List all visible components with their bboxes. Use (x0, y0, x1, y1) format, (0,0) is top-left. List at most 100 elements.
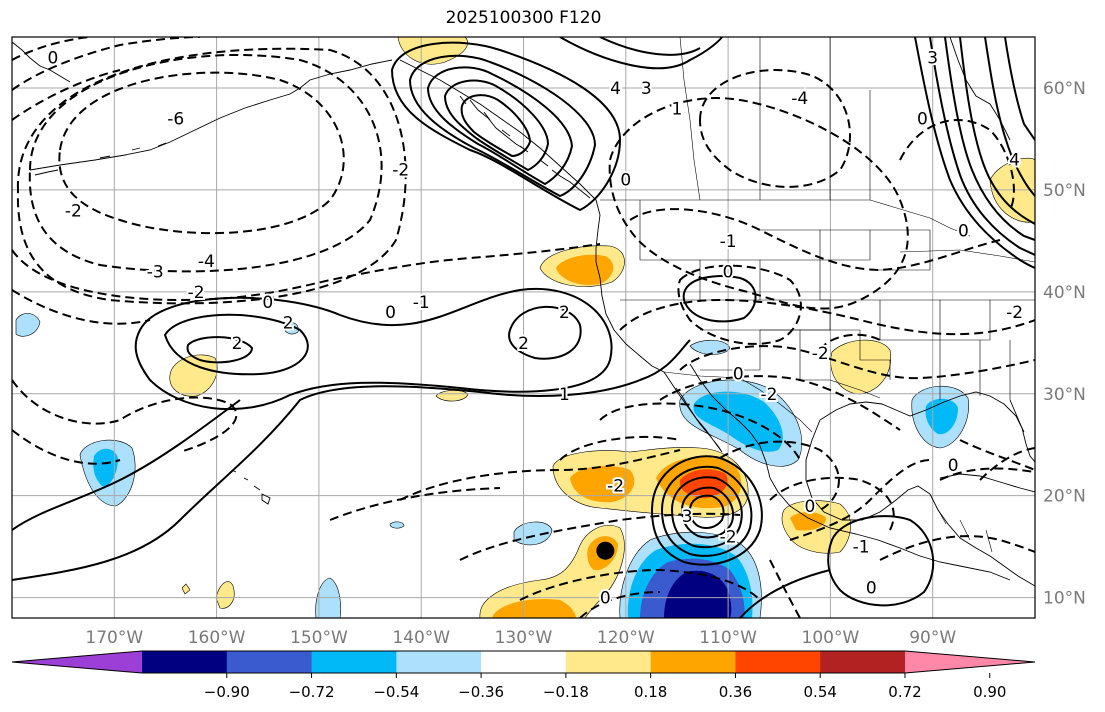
contour-label: -4 (198, 252, 215, 272)
contour-label: 0 (723, 262, 734, 282)
latitude-tick-label: 60°N (1043, 79, 1086, 99)
colorbar-tick-label: 0.72 (888, 683, 921, 701)
colorbar: −0.90 −0.72 −0.54 −0.36 −0.18 0.18 0.36 0.54 0.7… (11, 650, 1036, 701)
longitude-tick-label: 90°W (909, 628, 956, 648)
colorbar-extend-high (905, 651, 1035, 673)
contour-label: -1 (853, 538, 870, 558)
contour-label: -6 (167, 110, 184, 130)
contour-label: -2 (812, 344, 829, 364)
positive-anomaly-region (169, 354, 218, 397)
colorbar-segment (396, 651, 482, 673)
negative-anomaly-region (689, 339, 731, 355)
colorbar-tick-label: 0.36 (719, 683, 752, 701)
colorbar-segment (226, 651, 313, 673)
positive-anomaly-region (492, 598, 576, 618)
latitude-tick-label: 50°N (1043, 181, 1086, 201)
colorbar-segment (565, 651, 652, 673)
contour-label: 0 (805, 497, 816, 517)
latitude-tick-label: 20°N (1043, 487, 1086, 507)
longitude-tick-label: 120°W (597, 628, 655, 648)
contour-label: -3 (147, 262, 164, 282)
positive-anomaly-region (830, 339, 891, 395)
contour-label: 2 (518, 334, 529, 354)
colorbar-tick-label: −0.36 (458, 683, 504, 701)
contour-label: 3 (927, 48, 938, 68)
longitude-tick-label: 160°W (188, 628, 246, 648)
coastlines (12, 37, 1035, 587)
contour-label: 0 (958, 222, 969, 242)
colorbar-extend-low (12, 651, 142, 673)
colorbar-tick-label: 0.90 (973, 683, 1006, 701)
positive-anomaly-region (435, 390, 469, 402)
colorbar-segment (650, 651, 736, 673)
contour-label: -2 (720, 527, 737, 547)
latitude-tick-label: 30°N (1043, 385, 1086, 405)
contour-label: 0 (48, 48, 59, 68)
longitude-tick-label: 140°W (392, 628, 450, 648)
longitude-tick-label: 130°W (495, 628, 553, 648)
contour-label: 2 (283, 313, 294, 333)
positive-anomaly-region (556, 254, 614, 286)
colorbar-outline (11, 650, 1036, 674)
contour-label: 4 (610, 79, 621, 99)
contour-label: 0 (733, 364, 744, 384)
colorbar-segment (735, 651, 821, 673)
longitude-tick-label: 110°W (699, 628, 757, 648)
contour-label: 3 (682, 507, 693, 527)
storm-position-marker (596, 541, 615, 560)
contour-label: -2 (1006, 303, 1023, 323)
latitude-tick-label: 40°N (1043, 283, 1086, 303)
map-frame (11, 36, 1036, 619)
contour-label: -2 (761, 385, 778, 405)
colorbar-tick-label: −0.72 (289, 683, 335, 701)
longitude-tick-labels: 170°W 160°W 150°W 140°W 130°W 120°W 110°W 100°W… (85, 628, 956, 648)
positive-anomaly-region (181, 583, 191, 595)
contour-label: -2 (392, 161, 409, 181)
contour-label: 0 (385, 303, 396, 323)
positive-anomaly-region (790, 512, 826, 531)
contour-label: 0 (917, 110, 928, 130)
positive-anomaly-region (570, 465, 635, 503)
contour-label: 4 (1009, 150, 1020, 170)
contour-label: 0 (620, 171, 631, 191)
map-title: 2025100300 F120 (445, 8, 602, 28)
colorbar-tick-label: −0.90 (204, 683, 250, 701)
latitude-tick-labels: 60°N 50°N 40°N 30°N 20°N 10°N (1043, 79, 1086, 609)
dashed-contours (12, 37, 1035, 618)
colorbar-tick-label: −0.54 (373, 683, 419, 701)
colorbar-tick-label: −0.18 (543, 683, 589, 701)
contour-label: -1 (720, 232, 737, 252)
negative-anomaly-region (389, 521, 405, 529)
latitude-tick-label: 10°N (1043, 589, 1086, 609)
contour-label: 0 (866, 578, 877, 598)
contour-label: 0 (948, 456, 959, 476)
contour-label: 1 (672, 99, 683, 119)
negative-anomaly-region (664, 570, 732, 618)
negative-anomaly-region (93, 448, 118, 487)
negative-anomaly-region (283, 322, 299, 335)
negative-anomaly-region (925, 398, 958, 435)
positive-anomaly-region (397, 37, 468, 65)
contour-label: 0 (600, 589, 611, 609)
contour-labels: 0-2-6-4-3-200-122 221-24 310-10-43040-2-2-… (46, 46, 1026, 610)
colorbar-segment (820, 651, 906, 673)
colorbar-segment (311, 651, 397, 673)
colorbar-tick-label: 0.18 (634, 683, 667, 701)
positive-anomaly-region (215, 581, 235, 609)
positive-anomaly-region (679, 469, 728, 498)
contour-label: 3 (641, 79, 652, 99)
solid-contours (12, 37, 1035, 618)
negative-anomaly-region (15, 313, 41, 337)
longitude-tick-label: 150°W (290, 628, 348, 648)
colorbar-segment (481, 651, 567, 673)
negative-anomaly-region (693, 391, 783, 452)
colorbar-tick-label: 0.54 (804, 683, 837, 701)
contour-label: 1 (559, 385, 570, 405)
contour-label: -4 (791, 89, 808, 109)
contour-label: 2 (559, 303, 570, 323)
contour-label: -1 (413, 293, 430, 313)
longitude-tick-label: 170°W (85, 628, 143, 648)
contour-label: 0 (262, 293, 273, 313)
colorbar-segment (142, 651, 228, 673)
